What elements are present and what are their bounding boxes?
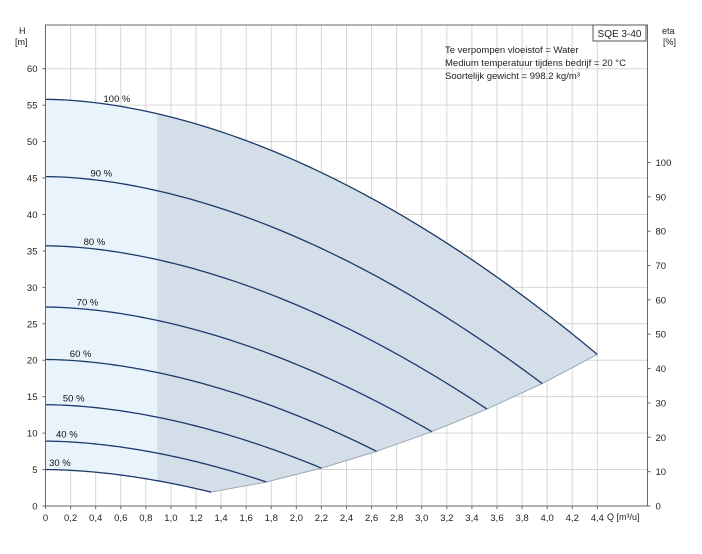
x-tick-label: 0,6 xyxy=(114,513,127,524)
y-right-tick-labels: 0 10 20 30 40 50 60 70 80 90 100 xyxy=(656,158,672,513)
y-left-tick-label: 30 xyxy=(27,283,38,294)
x-tick-label: 3,6 xyxy=(490,513,503,524)
x-tick-label: 1,0 xyxy=(164,513,177,524)
x-tick-label: 2,0 xyxy=(290,513,303,524)
x-tick-label: 3,8 xyxy=(515,513,528,524)
operating-region xyxy=(45,99,598,493)
x-tick-labels: 0 0,2 0,4 0,6 0,8 1,0 1,2 1,4 1,6 1,8 2,0 2,2 2,4 2,6… xyxy=(43,513,604,524)
plot-frame xyxy=(42,24,651,509)
y-right-tick-label: 30 xyxy=(656,398,667,409)
x-tick-label: 0,8 xyxy=(139,513,152,524)
x-tick-label: 0,2 xyxy=(64,513,77,524)
y-right-title-line1: eta xyxy=(662,26,675,36)
y-left-tick-label: 55 xyxy=(27,101,38,112)
y-left-tick-label: 5 xyxy=(32,465,37,476)
curve-50-percent xyxy=(45,404,322,469)
curve-label-30-percent: 30 % xyxy=(49,458,71,469)
y-right-tick-label: 60 xyxy=(656,295,667,306)
x-tick-label: 0,4 xyxy=(89,513,102,524)
y-left-tick-labels: 0 5 10 15 20 25 30 35 40 45 50 55 60 xyxy=(27,64,38,512)
y-left-tick-label: 25 xyxy=(27,319,38,330)
y-right-tick-label: 20 xyxy=(656,433,667,444)
x-tick-label: 1,8 xyxy=(265,513,278,524)
curve-label-70-percent: 70 % xyxy=(77,297,99,308)
x-tick-label: 2,8 xyxy=(390,513,403,524)
region-below-min-flow xyxy=(45,99,158,481)
x-axis-title: Q [m³/u] xyxy=(607,512,640,522)
info-line-density: Soortelijk gewicht = 998.2 kg/m³ xyxy=(445,71,580,82)
y-left-tick-label: 60 xyxy=(27,64,38,75)
curve-60-percent xyxy=(45,358,377,452)
curve-label-100-percent: 100 % xyxy=(104,94,131,105)
y-right-tick-label: 40 xyxy=(656,364,667,375)
x-tick-label: 3,4 xyxy=(465,513,478,524)
x-tick-label: 1,2 xyxy=(189,513,202,524)
curve-30-percent xyxy=(45,468,212,493)
y-left-title-line1: H xyxy=(19,26,26,36)
model-box xyxy=(592,24,647,42)
y-right-tick-label: 100 xyxy=(656,158,672,169)
y-right-title-line2: [%] xyxy=(663,37,676,47)
x-tick-label: 4,0 xyxy=(541,513,554,524)
y-right-tick-label: 50 xyxy=(656,330,667,341)
x-tick-label: 0 xyxy=(43,513,48,524)
x-tick-label: 2,4 xyxy=(340,513,353,524)
curve-label-80-percent: 80 % xyxy=(84,237,106,248)
curve-90-percent xyxy=(45,175,543,385)
y-left-tick-label: 15 xyxy=(27,392,38,403)
curve-40-percent xyxy=(45,440,267,483)
y-right-tick-label: 70 xyxy=(656,261,667,272)
curve-70-percent xyxy=(45,306,433,433)
y-left-tick-label: 20 xyxy=(27,356,38,367)
y-right-tick-label: 10 xyxy=(656,467,667,478)
curve-label-60-percent: 60 % xyxy=(70,349,92,360)
curve-label-50-percent: 50 % xyxy=(63,394,85,405)
curves xyxy=(45,98,598,493)
curve-80-percent xyxy=(45,245,488,410)
y-right-tick-label: 80 xyxy=(656,227,667,238)
x-tick-label: 1,4 xyxy=(214,513,227,524)
y-left-title-line2: [m] xyxy=(15,37,28,47)
y-left-tick-label: 45 xyxy=(27,174,38,185)
info-line-fluid: Te verpompen vloeistof = Water xyxy=(445,45,579,56)
curve-label-90-percent: 90 % xyxy=(90,169,112,180)
y-left-tick-label: 50 xyxy=(27,137,38,148)
model-label: SQE 3-40 xyxy=(598,29,642,40)
y-left-tick-label: 10 xyxy=(27,429,38,440)
curve-end-envelope xyxy=(210,353,598,493)
x-tick-label: 3,2 xyxy=(440,513,453,524)
curve-label-40-percent: 40 % xyxy=(56,430,78,441)
x-tick-label: 4,2 xyxy=(566,513,579,524)
y-left-tick-label: 40 xyxy=(27,210,38,221)
y-right-tick-label: 90 xyxy=(656,192,667,203)
y-right-tick-label: 0 xyxy=(656,502,661,513)
x-tick-label: 2,6 xyxy=(365,513,378,524)
x-tick-label: 2,2 xyxy=(315,513,328,524)
y-left-tick-label: 0 xyxy=(32,502,37,513)
y-left-tick-label: 35 xyxy=(27,246,38,257)
info-line-temperature: Medium temperatuur tijdens bedrijf = 20 … xyxy=(445,58,626,69)
curve-100-percent xyxy=(45,98,598,355)
x-tick-label: 3,0 xyxy=(415,513,428,524)
x-tick-label: 4,4 xyxy=(591,513,604,524)
operating-range-region xyxy=(157,113,598,493)
x-tick-label: 1,6 xyxy=(240,513,253,524)
curve-labels: 100 % 90 % 80 % 70 % 60 % 50 % 40 % 30 % xyxy=(49,94,131,469)
